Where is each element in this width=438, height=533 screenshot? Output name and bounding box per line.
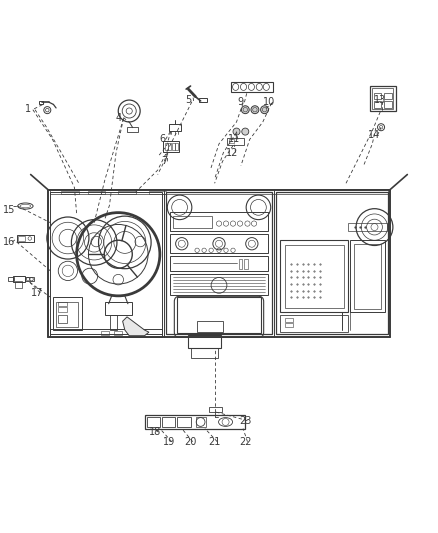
Bar	[177, 297, 261, 333]
Bar	[101, 332, 109, 335]
Bar	[50, 329, 162, 336]
Bar	[191, 348, 218, 359]
Bar	[285, 318, 293, 322]
Bar	[172, 143, 175, 150]
Bar	[170, 274, 268, 295]
Bar	[177, 417, 191, 427]
Bar	[350, 240, 385, 312]
Text: 22: 22	[239, 437, 251, 447]
Bar	[162, 417, 175, 427]
Bar	[227, 138, 244, 145]
Bar	[114, 332, 122, 335]
Bar	[165, 143, 168, 150]
Bar	[15, 281, 22, 287]
Bar	[276, 192, 388, 334]
Text: 23: 23	[239, 416, 251, 426]
Bar	[17, 235, 34, 242]
Circle shape	[242, 128, 249, 135]
Circle shape	[251, 106, 259, 114]
Bar	[188, 335, 221, 348]
Bar	[105, 302, 132, 314]
Bar	[61, 191, 79, 194]
Bar	[170, 212, 268, 231]
Text: 19: 19	[162, 437, 175, 447]
Bar	[127, 127, 138, 132]
Text: 12: 12	[226, 148, 238, 158]
Text: 11: 11	[228, 134, 240, 144]
Bar	[209, 407, 222, 412]
Bar	[384, 93, 392, 99]
Text: 10: 10	[263, 97, 276, 107]
Bar	[166, 192, 272, 334]
Text: 7: 7	[161, 156, 167, 166]
Polygon shape	[123, 317, 149, 336]
Text: 13: 13	[374, 95, 386, 105]
Bar	[229, 139, 234, 143]
Bar	[149, 191, 166, 194]
Bar	[58, 302, 67, 306]
Bar	[384, 101, 392, 108]
Bar	[147, 417, 160, 427]
Bar	[170, 256, 268, 271]
Bar	[280, 314, 348, 332]
Bar	[280, 240, 348, 312]
Bar	[58, 314, 67, 322]
Text: 15: 15	[3, 205, 15, 215]
Bar	[18, 236, 25, 241]
Text: 16: 16	[3, 237, 15, 247]
Text: 9: 9	[237, 97, 243, 107]
Bar	[163, 141, 179, 152]
Bar	[50, 192, 162, 334]
Bar	[374, 101, 381, 108]
Bar	[372, 88, 393, 109]
Text: 21: 21	[208, 437, 221, 447]
Circle shape	[261, 106, 268, 114]
Text: 6: 6	[159, 134, 165, 144]
Text: 1: 1	[25, 104, 32, 114]
Bar	[169, 124, 181, 131]
Bar	[110, 314, 117, 330]
Bar	[88, 191, 105, 194]
Bar	[53, 297, 82, 330]
Bar	[370, 86, 396, 111]
Bar	[13, 276, 25, 282]
Text: 20: 20	[184, 437, 197, 447]
Bar	[39, 101, 43, 103]
Bar	[285, 245, 344, 308]
Bar	[170, 234, 268, 253]
Bar	[175, 143, 178, 150]
Bar	[58, 307, 67, 312]
Text: 14: 14	[368, 130, 381, 140]
Bar	[348, 223, 387, 231]
Bar	[197, 321, 223, 332]
Bar	[168, 143, 171, 150]
Text: 17: 17	[31, 288, 43, 298]
Bar	[145, 415, 245, 429]
Bar	[285, 324, 293, 327]
Bar	[354, 244, 381, 310]
Text: 18: 18	[149, 427, 162, 437]
Circle shape	[233, 128, 240, 135]
Text: 5: 5	[185, 95, 191, 105]
Bar	[50, 189, 388, 194]
Bar	[199, 98, 207, 102]
Bar	[196, 417, 206, 427]
Bar	[374, 93, 381, 99]
Bar	[173, 216, 212, 228]
Circle shape	[241, 106, 249, 114]
Bar	[25, 277, 34, 281]
Bar	[244, 259, 248, 269]
Bar	[239, 259, 242, 269]
Bar	[56, 302, 78, 327]
Bar	[118, 191, 136, 194]
Bar	[231, 82, 273, 92]
Text: 4: 4	[115, 112, 121, 123]
Bar	[8, 277, 14, 281]
